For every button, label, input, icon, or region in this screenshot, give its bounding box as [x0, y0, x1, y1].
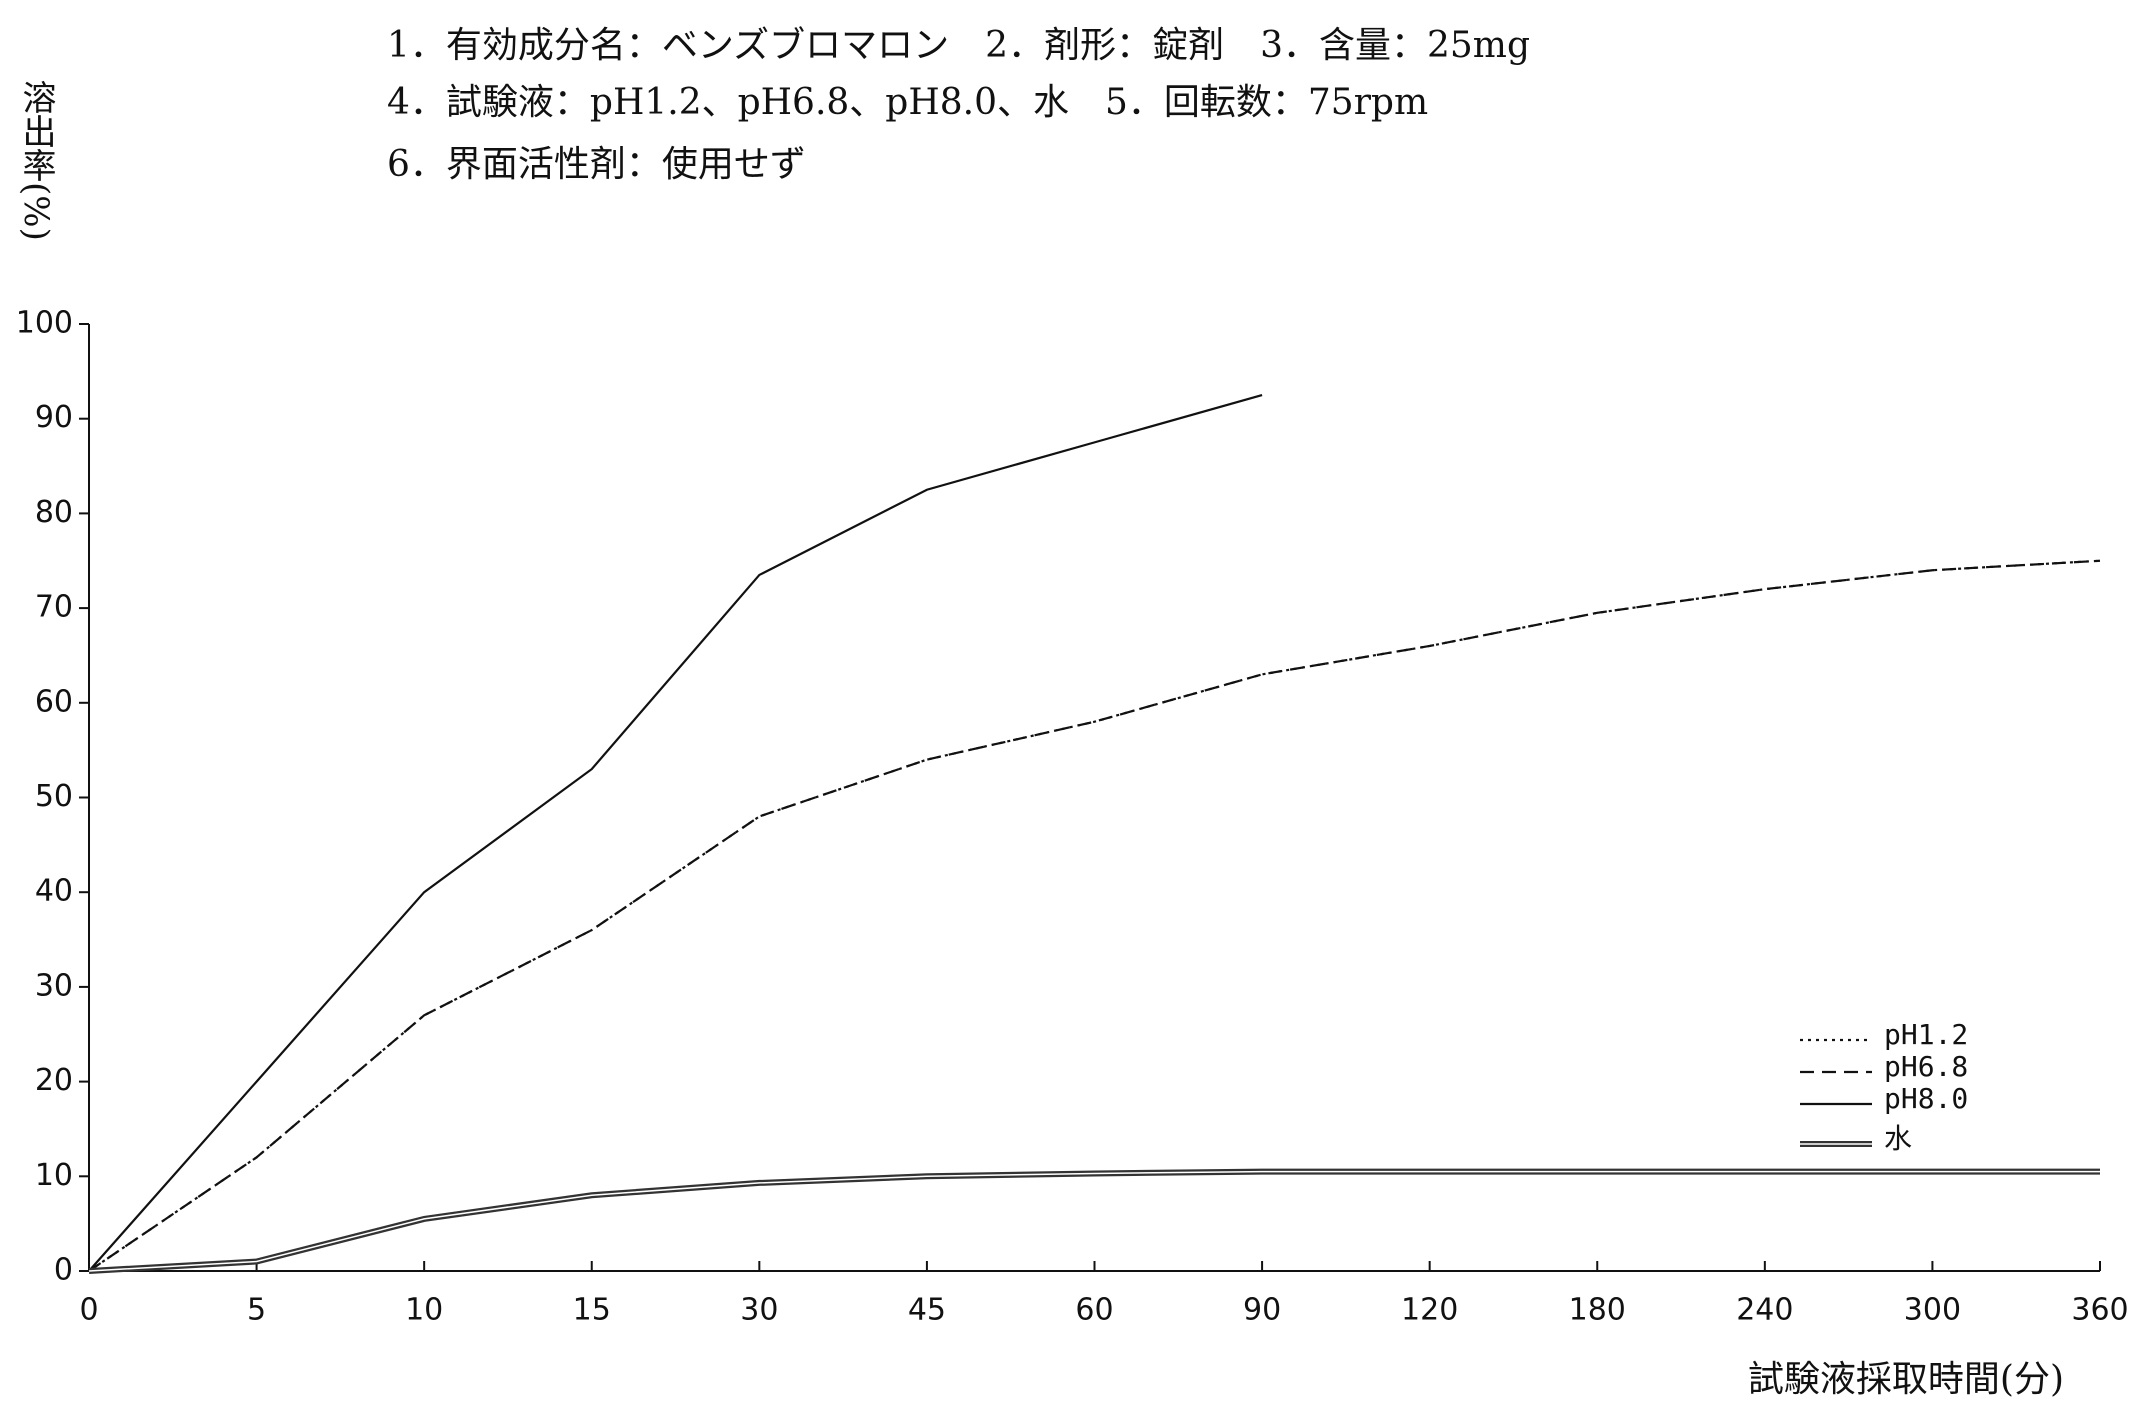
y-tick-label: 30 [35, 968, 73, 1003]
series-line [88, 559, 2101, 1272]
series-line-inner [88, 1170, 2100, 1272]
series-line [88, 1168, 2100, 1274]
x-tick-label: 90 [1243, 1293, 1281, 1328]
legend-label: pH1.2 [1884, 1018, 1968, 1051]
y-tick-label: 70 [35, 590, 73, 625]
x-tick-label: 240 [1736, 1293, 1793, 1328]
header-line: 4．試験液：pH1.2、pH6.8、pH8.0、水 5．回転数：75rpm [387, 82, 1428, 123]
x-tick-label: 5 [247, 1293, 266, 1328]
series-line [88, 559, 2101, 1272]
y-axis-label: 溶出率(%) [16, 80, 56, 241]
x-axis-label: 試験液採取時間(分) [1748, 1359, 2064, 1400]
x-tick-label: 15 [573, 1293, 611, 1328]
x-tick-label: 300 [1904, 1293, 1961, 1328]
y-tick-label: 60 [35, 684, 73, 719]
y-tick-label: 100 [16, 306, 73, 341]
legend-label: pH8.0 [1884, 1082, 1968, 1115]
legend-label: pH6.8 [1884, 1050, 1968, 1083]
x-tick-label: 10 [405, 1293, 443, 1328]
y-tick-label: 10 [35, 1158, 73, 1193]
header-line: 1．有効成分名：ベンズブロマロン 2．剤形：錠剤 3．含量：25mg [387, 25, 1530, 66]
y-tick-label: 90 [35, 400, 73, 435]
series-line [88, 393, 1263, 1272]
x-tick-label: 30 [740, 1293, 778, 1328]
x-tick-label: 120 [1401, 1293, 1458, 1328]
y-tick-label: 50 [35, 779, 73, 814]
x-tick-label: 60 [1075, 1293, 1113, 1328]
x-tick-label: 180 [1569, 1293, 1626, 1328]
y-tick-label: 20 [35, 1063, 73, 1098]
x-tick-label: 360 [2071, 1293, 2128, 1328]
header-line: 6．界面活性剤：使用せず [387, 144, 806, 185]
x-tick-label: 0 [79, 1293, 98, 1328]
x-tick-label: 45 [908, 1293, 946, 1328]
y-tick-label: 80 [35, 495, 73, 530]
legend-label: 水 [1884, 1122, 1912, 1155]
y-tick-label: 0 [54, 1253, 73, 1288]
y-tick-label: 40 [35, 874, 73, 909]
